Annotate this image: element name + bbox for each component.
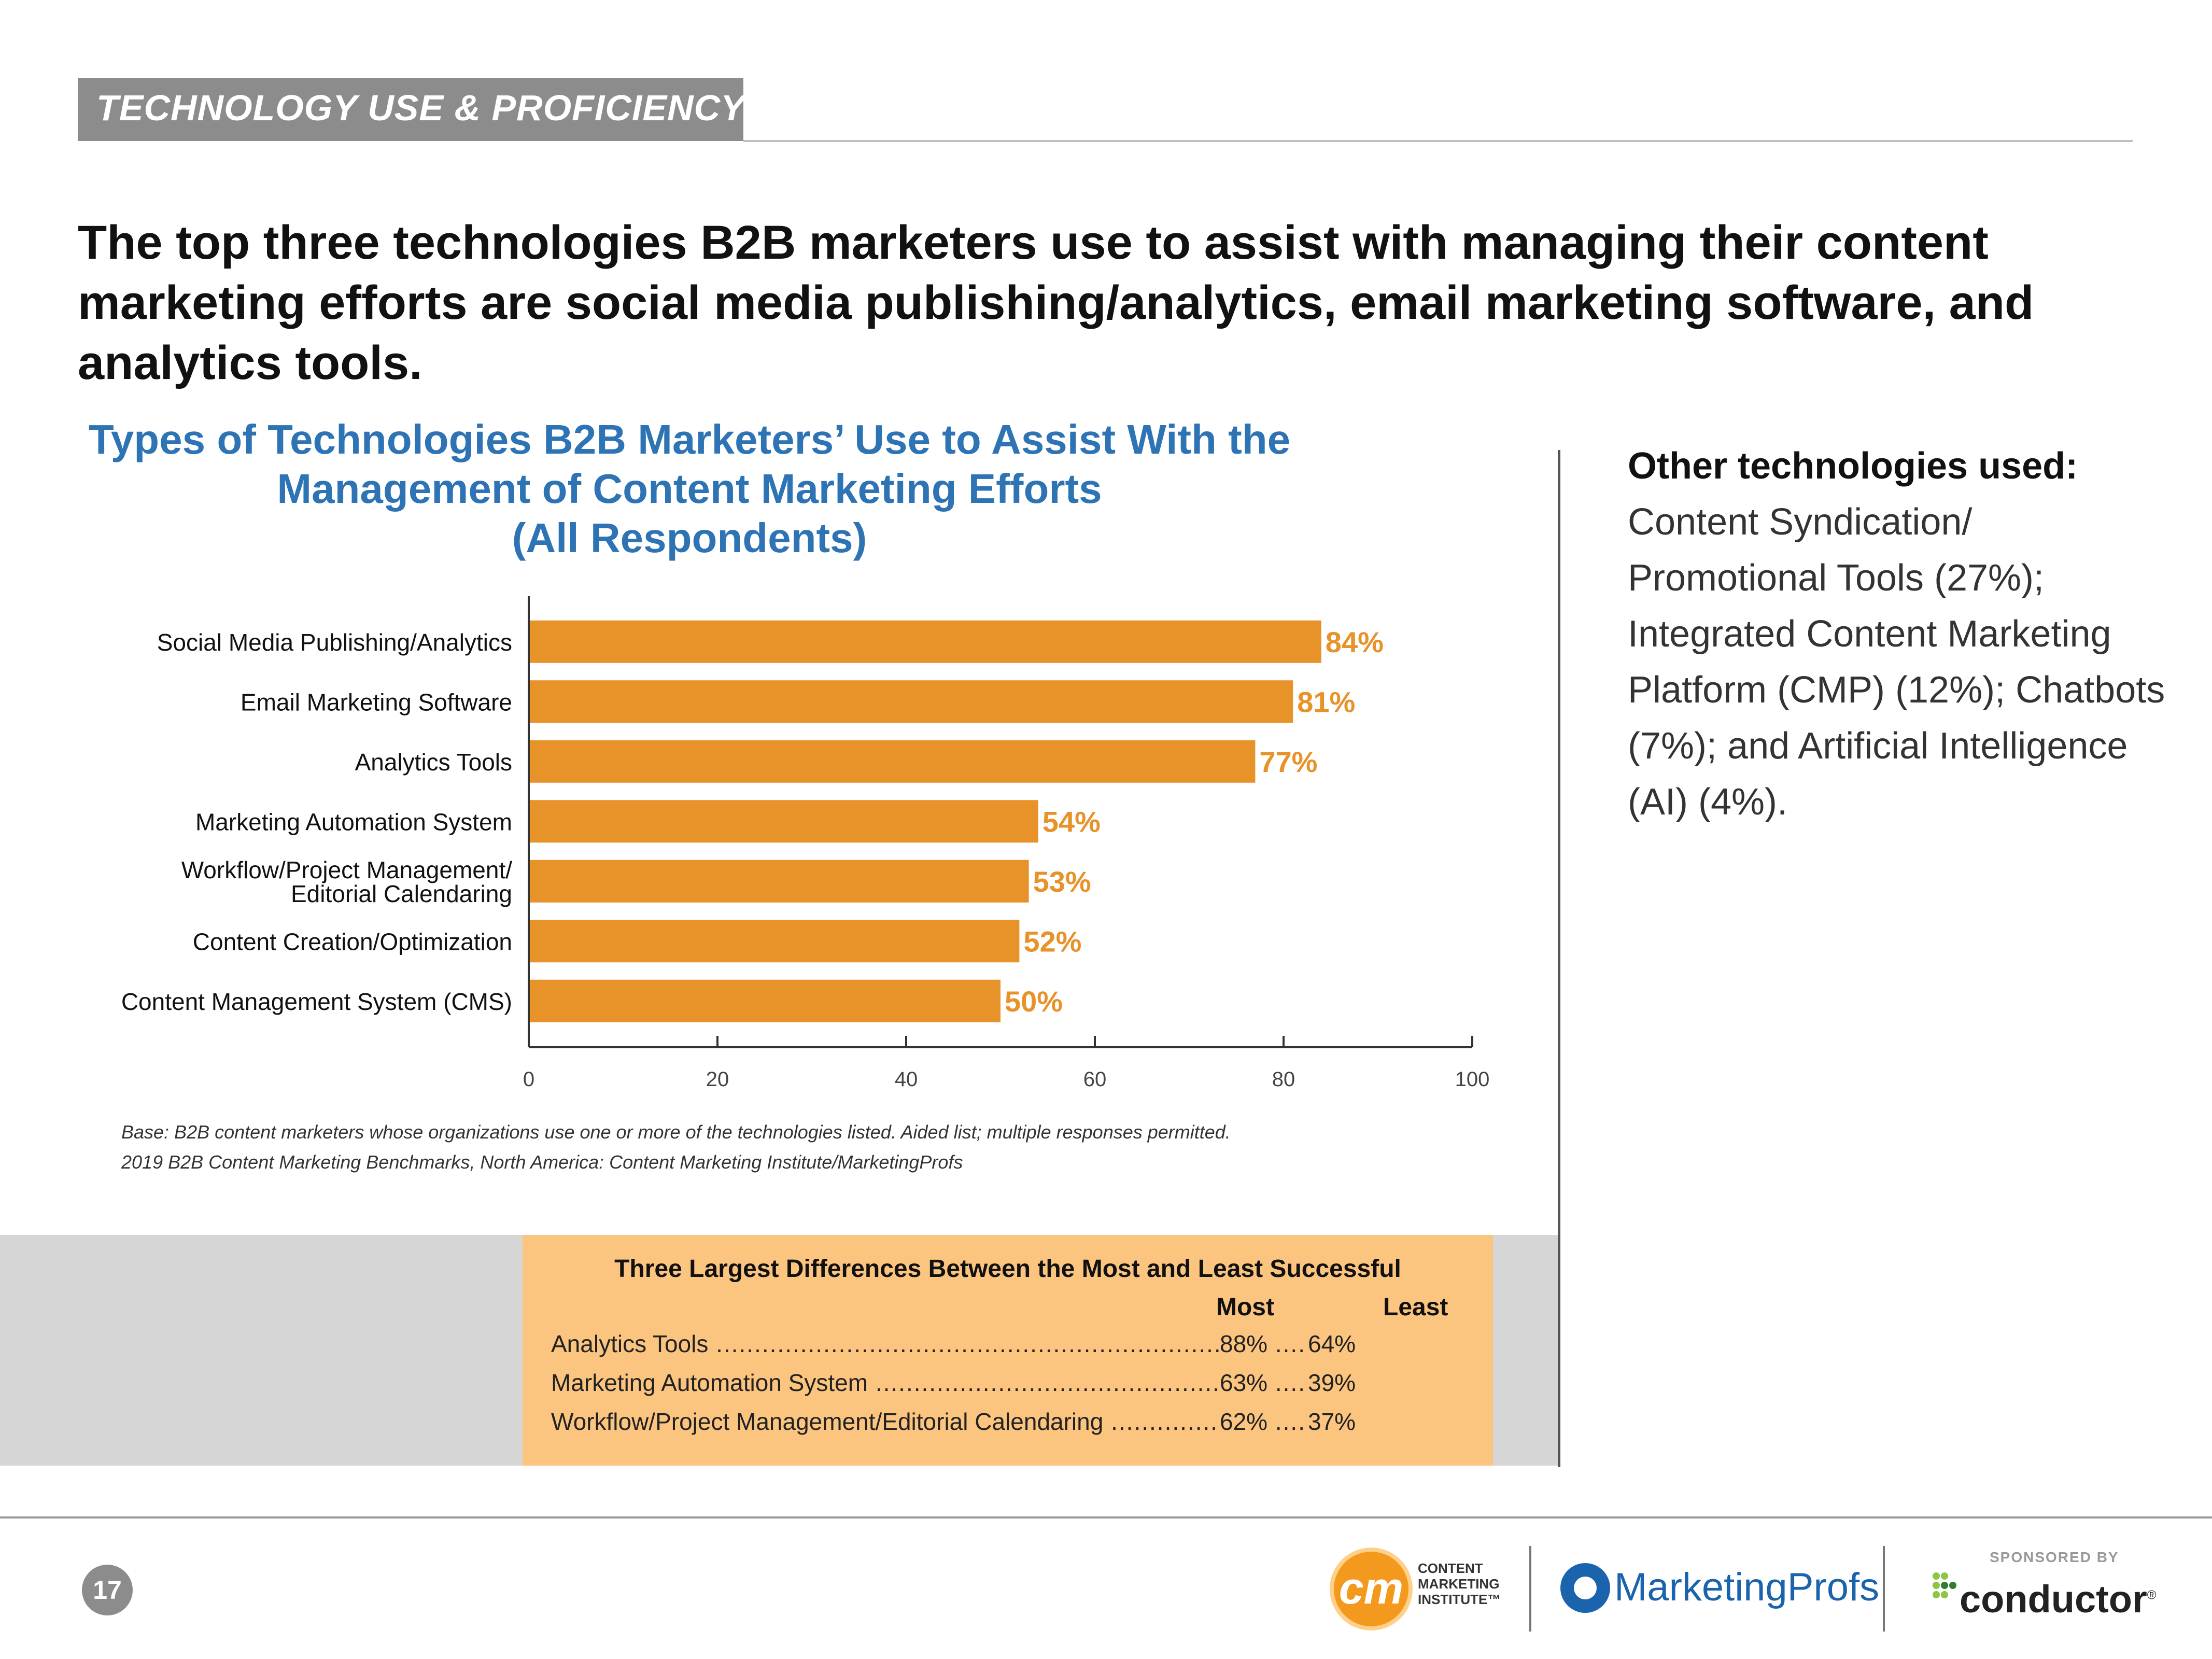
section-tab: TECHNOLOGY USE & PROFICIENCY [78,78,745,141]
marketingprofs-icon[interactable] [1560,1563,1610,1613]
bar [529,620,1321,663]
bar [529,740,1256,783]
source-line-base: Base: B2B content marketers whose organi… [121,1121,1231,1143]
sidebar-body: Content Syndication/ Promotional Tools (… [1628,501,2165,823]
cmi-text-line-2: MARKETING [1418,1576,1500,1592]
bar [529,860,1029,903]
category-label: Editorial Calendaring [291,880,512,907]
footer-rule [0,1516,2212,1519]
chart-title-line-1: Types of Technologies B2B Marketers’ Use… [88,416,1291,462]
differences-box: Three Largest Differences Between the Mo… [523,1235,1493,1466]
differences-row-label: Analytics Tools [551,1330,1225,1358]
sponsored-by-label: SPONSORED BY [1990,1549,2119,1565]
cmi-logo-text: CONTENT MARKETING INSTITUTE™ [1418,1560,1501,1607]
category-label: Email Marketing Software [241,688,512,715]
differences-row: Marketing Automation System 63% 39% [551,1369,1443,1400]
source-note: Base: B2B content marketers whose organi… [121,1117,1469,1177]
differences-row-least: 64% [1308,1330,1370,1358]
differences-row-label: Workflow/Project Management/Editorial Ca… [551,1408,1225,1436]
bar-value-label: 84% [1326,626,1384,658]
section-title: TECHNOLOGY USE & PROFICIENCY [96,88,745,128]
bar-value-label: 52% [1023,925,1081,958]
x-tick-label: 80 [1272,1068,1295,1091]
chart-title-line-2: Management of Content Marketing Efforts [277,466,1102,512]
category-label: Analytics Tools [355,749,512,776]
bar-value-label: 77% [1259,746,1317,778]
bar [529,920,1020,963]
bar-value-label: 50% [1005,985,1063,1018]
x-tick-label: 40 [895,1068,918,1091]
cmi-logo-mark: cm [1339,1564,1404,1613]
sidebar-other-technologies: Other technologies used: Content Syndica… [1628,438,2172,830]
chart-title: Types of Technologies B2B Marketers’ Use… [78,415,1301,563]
differences-row-most: 62% [1220,1408,1308,1436]
differences-row-least: 37% [1308,1408,1370,1436]
x-tick-label: 0 [523,1068,534,1091]
category-label: Social Media Publishing/Analytics [157,629,512,656]
conductor-wordmark: conductor [1960,1578,2147,1621]
logo-separator [1883,1546,1885,1632]
vertical-divider [1558,450,1560,1467]
category-label: Content Creation/Optimization [193,928,512,955]
category-label: Workflow/Project Management/ [181,856,513,883]
bar [529,979,1001,1022]
chart-title-line-3: (All Respondents) [512,515,867,561]
bar-value-label: 81% [1297,685,1355,718]
cmi-text-line-1: CONTENT [1418,1560,1483,1576]
differences-least-header: Least [1383,1294,1448,1321]
differences-row-most: 88% [1220,1330,1308,1358]
differences-row-label: Marketing Automation System [551,1369,1225,1397]
x-tick-label: 100 [1455,1068,1490,1091]
x-tick-label: 60 [1083,1068,1107,1091]
cmi-text-line-3: INSTITUTE™ [1418,1592,1501,1607]
differences-row-least: 39% [1308,1369,1370,1397]
differences-title: Three Largest Differences Between the Mo… [614,1255,1401,1283]
sidebar-title: Other technologies used: [1628,445,2078,487]
bar [529,680,1293,723]
differences-row-most: 63% [1220,1369,1308,1397]
marketingprofs-logo-text[interactable]: MarketingProfs [1614,1565,1880,1609]
bar-value-label: 53% [1033,865,1091,898]
page-number: 17 [82,1565,133,1615]
bar-chart: 84% Social Media Publishing/Analytics 81% E… [121,596,1490,1091]
conductor-logo-text[interactable]: conductor® [1960,1577,2156,1621]
bar-value-label: 54% [1042,805,1101,838]
category-label: Marketing Automation System [195,808,512,835]
x-tick-label: 20 [706,1068,729,1091]
logo-separator [1529,1546,1531,1632]
header-rule [743,140,2133,142]
conductor-logo-icon [1933,1572,1956,1598]
differences-row: Analytics Tools 88% 64% [551,1330,1443,1361]
differences-most-header: Most [1216,1294,1274,1321]
conductor-registered-mark: ® [2147,1588,2157,1602]
source-line-citation: 2019 B2B Content Marketing Benchmarks, N… [121,1151,963,1173]
differences-row: Workflow/Project Management/Editorial Ca… [551,1408,1443,1439]
bar [529,800,1038,843]
page-headline: The top three technologies B2B marketers… [78,216,2034,389]
category-label: Content Management System (CMS) [121,988,512,1015]
cmi-logo-icon[interactable]: cm [1330,1548,1413,1630]
